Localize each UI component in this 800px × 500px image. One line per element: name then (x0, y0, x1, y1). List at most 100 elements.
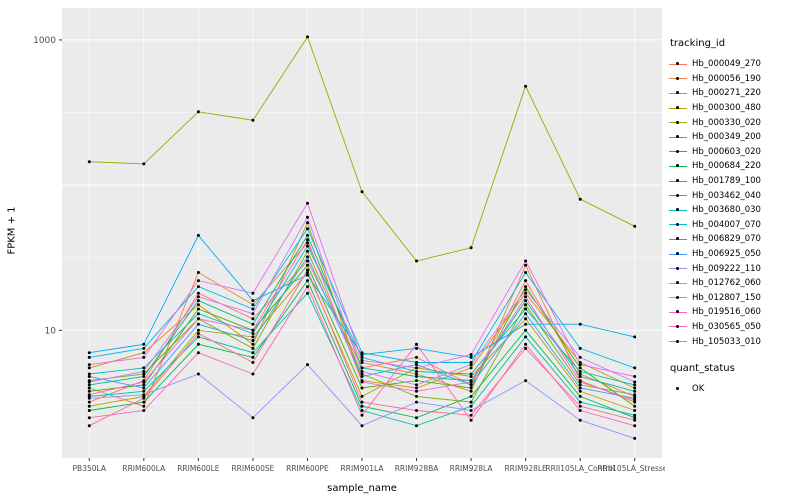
data-point (196, 322, 200, 326)
data-point (633, 424, 637, 428)
data-point (469, 394, 473, 398)
legend-key-line-icon (668, 277, 688, 289)
x-tick-label: PB350LA (73, 464, 107, 473)
data-point (360, 404, 364, 408)
x-tick-label: RRII105LA_Stressed (597, 464, 665, 473)
y-axis-title: FPKM + 1 (6, 206, 18, 255)
legend-label: Hb_000684_220 (692, 161, 761, 172)
data-point (415, 379, 418, 383)
legend-item-Hb_000349_200: Hb_000349_200 (668, 130, 800, 145)
data-point (251, 322, 255, 326)
data-point (524, 346, 528, 350)
legend-key-line-icon (668, 117, 688, 129)
data-point (633, 383, 637, 387)
data-point (142, 393, 146, 397)
legend-label: Hb_009222_110 (692, 263, 761, 274)
data-point (415, 389, 418, 393)
legend-key-line-icon (668, 233, 688, 245)
legend-key-line-icon (668, 204, 688, 216)
legend-item-Hb_000330_020: Hb_000330_020 (668, 115, 800, 130)
data-point (415, 372, 418, 376)
data-point (142, 372, 146, 376)
data-point (578, 409, 582, 412)
data-point (469, 375, 473, 378)
data-point (578, 361, 582, 364)
data-point (360, 372, 364, 376)
data-point (578, 404, 582, 408)
data-point (251, 372, 255, 376)
data-point (578, 418, 582, 422)
data-point (87, 380, 91, 384)
data-point (196, 295, 200, 299)
data-point (524, 271, 528, 274)
data-point (415, 409, 418, 412)
data-point (633, 413, 637, 417)
legend-key-line-icon (668, 131, 688, 143)
data-point (469, 418, 473, 422)
data-point (251, 291, 255, 295)
legend-label: Hb_012762_060 (692, 278, 761, 289)
legend-key-line-icon (668, 190, 688, 202)
data-point (306, 273, 309, 277)
data-point (196, 110, 200, 114)
data-point (415, 370, 418, 373)
data-point (469, 409, 473, 412)
data-point (87, 386, 91, 390)
data-point (415, 386, 418, 390)
y-tick-label: 1000 (33, 36, 56, 46)
x-tick-label: RRIM928LE (504, 464, 547, 473)
data-point (196, 312, 200, 316)
data-point (142, 375, 146, 378)
legend-key-line-icon (668, 336, 688, 348)
data-point (415, 355, 418, 359)
data-point (524, 299, 528, 303)
data-point (415, 383, 418, 387)
legend-item-Hb_012762_060: Hb_012762_060 (668, 276, 800, 291)
data-point (306, 244, 309, 248)
data-point (578, 346, 582, 350)
legend-key-line-icon (668, 321, 688, 333)
legend-label: Hb_001789_100 (692, 176, 761, 187)
x-tick-label: RRIM600SE (231, 464, 274, 473)
data-point (524, 288, 528, 292)
data-point (469, 366, 473, 370)
legend-title-quant: quant_status (670, 362, 735, 374)
x-tick-label: RRIM600LA (122, 464, 166, 473)
data-point (306, 259, 309, 263)
data-point (306, 263, 309, 267)
x-tick-label: RRIM901LA (341, 464, 385, 473)
legend-label: Hb_004007_070 (692, 219, 761, 230)
data-point (306, 279, 309, 283)
data-point (87, 404, 91, 408)
data-point (578, 363, 582, 367)
data-point (469, 413, 473, 417)
data-point (415, 424, 418, 428)
data-point (251, 342, 255, 346)
data-point (142, 389, 146, 393)
data-point (633, 398, 637, 402)
data-point (633, 418, 637, 422)
data-point (251, 355, 255, 359)
legend: tracking_id Hb_000049_270 Hb_000056_190 Hb… (668, 0, 800, 500)
legend-key-line-icon (668, 160, 688, 172)
data-point (142, 346, 146, 350)
data-point (578, 380, 582, 384)
data-point (306, 35, 309, 39)
data-point (306, 221, 309, 225)
data-point (196, 279, 200, 283)
data-point (251, 328, 255, 332)
data-point (524, 312, 528, 316)
data-point (633, 386, 637, 390)
data-point (251, 416, 255, 420)
legend-key-line-icon (668, 146, 688, 158)
data-point (306, 215, 309, 219)
data-point (360, 413, 364, 417)
data-point (142, 383, 146, 387)
data-point (251, 332, 255, 335)
data-point (469, 355, 473, 359)
data-point (360, 353, 364, 357)
data-point (469, 380, 473, 384)
data-point (360, 366, 364, 370)
data-point (578, 386, 582, 390)
y-tick-label: 10 (45, 326, 57, 336)
